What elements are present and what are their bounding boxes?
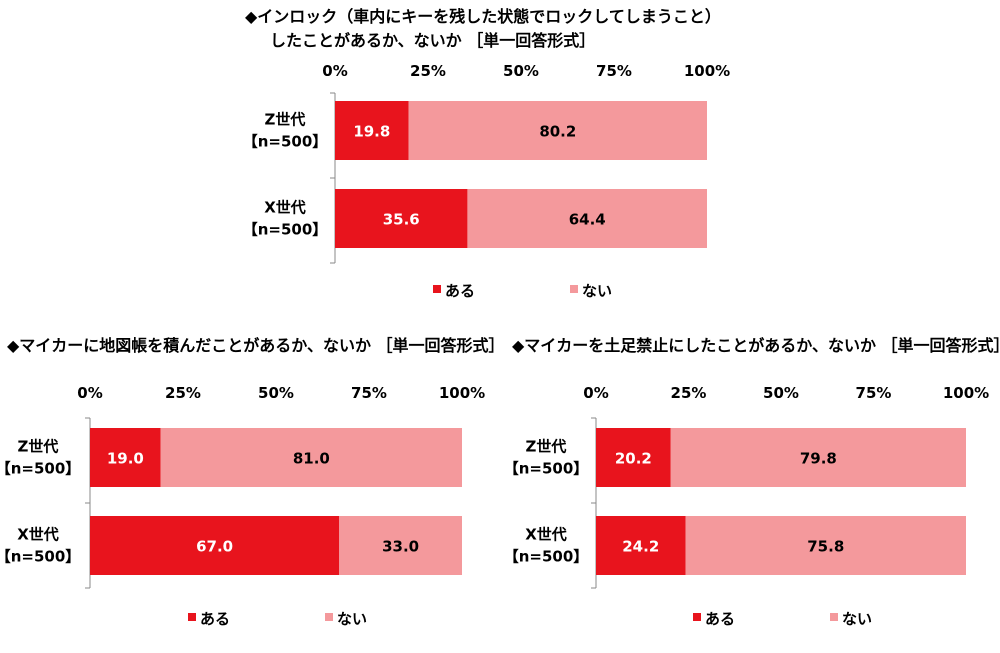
chart3-data-label: 75.8	[807, 538, 844, 556]
chart2-tick-label: 75%	[351, 384, 387, 402]
chart2-title-line-1: ◆マイカーに地図帳を積んだことがあるか、ないか ［単一回答形式］	[7, 336, 505, 355]
chart3-bar-nai	[670, 428, 966, 487]
chart2-bar-nai	[160, 428, 462, 487]
chart2-tick-label: 25%	[165, 384, 201, 402]
chart1-legend-swatch	[433, 285, 441, 293]
chart1-tick-label: 50%	[503, 62, 539, 80]
chart3-tick-label: 25%	[671, 384, 707, 402]
chart1-bar-nai	[467, 189, 707, 248]
chart3-data-label: 79.8	[800, 450, 837, 468]
chart1-data-label: 35.6	[383, 211, 420, 229]
chart2-legend-label: ない	[337, 610, 367, 628]
chart2-category-label: Z世代	[18, 438, 59, 456]
chart3-bar-aru	[596, 428, 671, 487]
chart1-tick-label: 100%	[684, 62, 730, 80]
chart3-category-label: X世代	[525, 526, 567, 544]
chart2-bar-aru	[90, 428, 161, 487]
chart2-data-label: 81.0	[293, 450, 330, 468]
chart3-category-label: 【n=500】	[504, 460, 589, 478]
chart2-tick-label: 0%	[77, 384, 102, 402]
chart2-bar-nai	[339, 516, 462, 575]
chart1-tick-label: 0%	[322, 62, 347, 80]
chart1-title-line-1: ◆インロック（車内にキーを残した状態でロックしてしまうこと）	[245, 7, 721, 26]
chart2-bar-aru	[90, 516, 340, 575]
chart3-title-line-1: ◆マイカーを土足禁止にしたことがあるか、ないか ［単一回答形式］	[512, 336, 1000, 355]
chart1-tick-label: 75%	[596, 62, 632, 80]
chart3-legend-swatch	[830, 613, 838, 621]
chart1-category-label: X世代	[264, 199, 306, 217]
chart1-title-line-2: したことがあるか、ないか ［単一回答形式］	[270, 31, 595, 50]
chart1-data-label: 64.4	[569, 211, 606, 229]
chart1-tick-label: 25%	[410, 62, 446, 80]
chart1-category-label: 【n=500】	[243, 133, 328, 151]
chart2-legend-swatch	[188, 613, 196, 621]
chart3-bar-nai	[685, 516, 966, 575]
chart2-legend-label: ある	[200, 610, 230, 628]
chart2-tick-label: 100%	[439, 384, 485, 402]
chart1-legend-label: ある	[445, 282, 475, 300]
chart3-legend-swatch	[693, 613, 701, 621]
chart1-bar-nai	[408, 101, 707, 160]
chart3-legend-label: ない	[842, 610, 872, 628]
chart1-data-label: 19.8	[353, 123, 390, 141]
chart1-category-label: 【n=500】	[243, 221, 328, 239]
chart3-bar-aru	[596, 516, 686, 575]
chart3-legend-label: ある	[705, 610, 735, 628]
chart3-data-label: 24.2	[622, 538, 659, 556]
chart3-tick-label: 50%	[763, 384, 799, 402]
chart1-legend-label: ない	[582, 282, 612, 300]
chart3-category-label: 【n=500】	[504, 548, 589, 566]
chart2-data-label: 19.0	[107, 450, 144, 468]
chart2-data-label: 67.0	[196, 538, 233, 556]
chart2-category-label: 【n=500】	[0, 460, 80, 478]
chart3-tick-label: 0%	[583, 384, 608, 402]
chart3-category-label: Z世代	[526, 438, 567, 456]
chart3-tick-label: 100%	[943, 384, 989, 402]
chart1-bar-aru	[335, 101, 409, 160]
chart1-legend-swatch	[570, 285, 578, 293]
chart2-legend-swatch	[325, 613, 333, 621]
chart1-bar-aru	[335, 189, 468, 248]
chart3-data-label: 20.2	[615, 450, 652, 468]
chart1-category-label: Z世代	[265, 111, 306, 129]
chart2-data-label: 33.0	[382, 538, 419, 556]
chart2-category-label: 【n=500】	[0, 548, 80, 566]
chart1-data-label: 80.2	[539, 123, 576, 141]
chart3-tick-label: 75%	[856, 384, 892, 402]
chart2-category-label: X世代	[17, 526, 59, 544]
chart2-tick-label: 50%	[258, 384, 294, 402]
